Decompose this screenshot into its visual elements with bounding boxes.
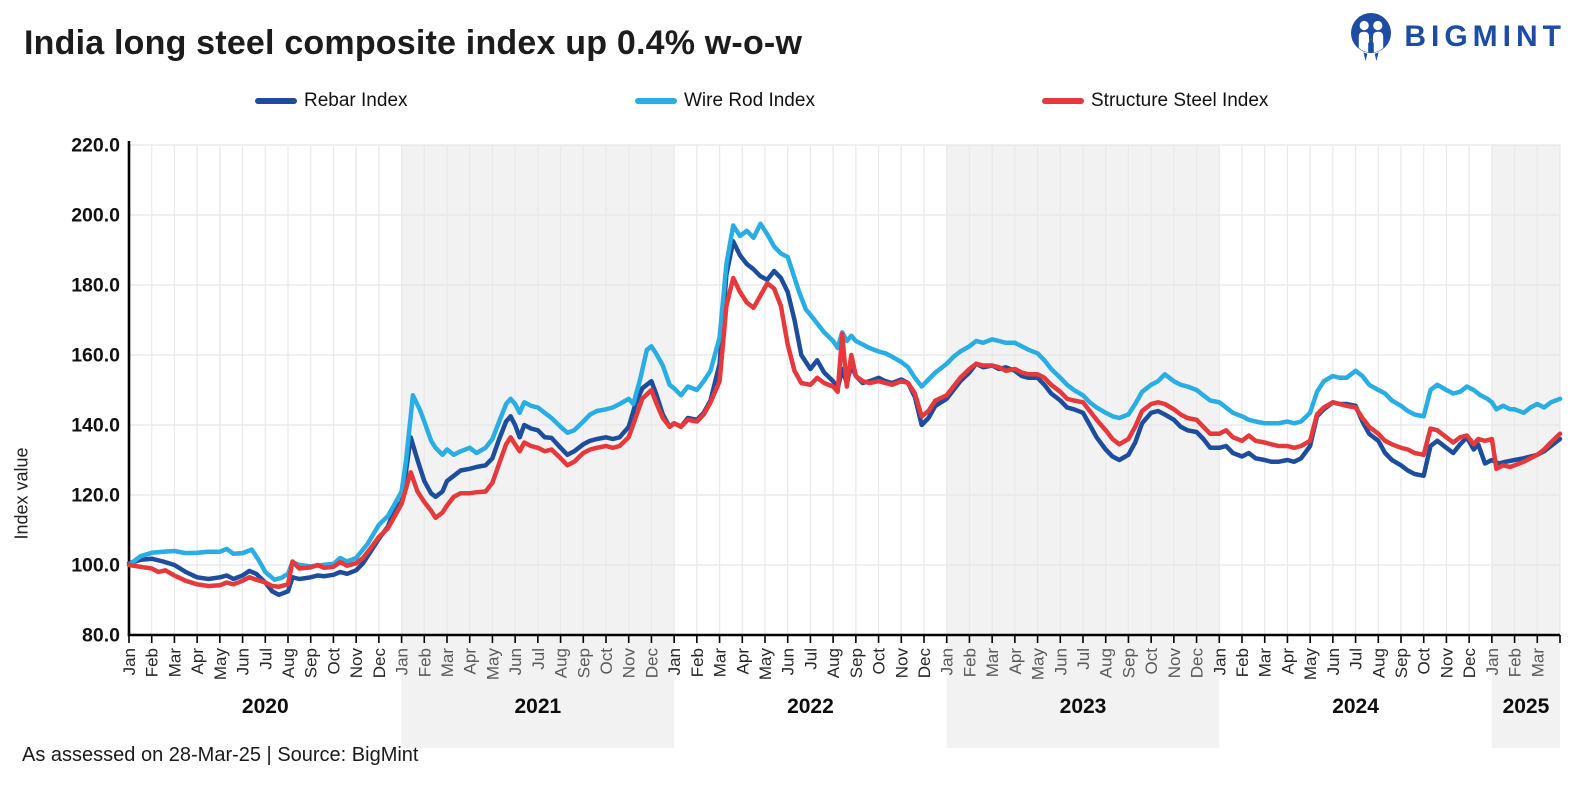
svg-text:Mar: Mar (983, 648, 1002, 678)
svg-text:Sep: Sep (1392, 648, 1411, 678)
svg-text:Aug: Aug (279, 648, 298, 678)
svg-text:Feb: Feb (1233, 648, 1252, 677)
svg-text:Jun: Jun (1324, 648, 1343, 675)
svg-text:Dec: Dec (915, 648, 934, 679)
legend-label-rebar: Rebar Index (304, 90, 408, 111)
svg-text:Dec: Dec (642, 648, 661, 679)
legend-item-rebar: Rebar Index (255, 90, 408, 112)
y-axis-title: Index value (11, 447, 32, 540)
svg-text:Jul: Jul (1347, 648, 1366, 670)
svg-text:Mar: Mar (1256, 648, 1275, 678)
svg-text:Feb: Feb (960, 648, 979, 677)
legend-swatch-structure-steel (1042, 98, 1084, 104)
svg-text:May: May (483, 648, 502, 681)
svg-text:2024: 2024 (1332, 695, 1379, 718)
svg-text:200.0: 200.0 (71, 205, 120, 227)
svg-text:Jul: Jul (529, 648, 548, 670)
svg-text:Jan: Jan (1483, 648, 1502, 675)
legend-item-structure-steel: Structure Steel Index (1042, 90, 1268, 112)
svg-text:Apr: Apr (1006, 648, 1025, 675)
svg-text:Apr: Apr (188, 648, 207, 675)
svg-text:Feb: Feb (688, 648, 707, 677)
chart-legend: Rebar Index Wire Rod Index Structure Ste… (0, 90, 1594, 114)
svg-text:120.0: 120.0 (71, 485, 120, 507)
svg-text:Oct: Oct (870, 648, 889, 675)
svg-text:Jul: Jul (256, 648, 275, 670)
legend-label-structure-steel: Structure Steel Index (1091, 90, 1269, 111)
svg-text:2023: 2023 (1060, 695, 1107, 718)
svg-text:Apr: Apr (461, 648, 480, 675)
svg-text:Jun: Jun (779, 648, 798, 675)
svg-text:Feb: Feb (1506, 648, 1525, 677)
svg-text:May: May (1301, 648, 1320, 681)
svg-text:Oct: Oct (1142, 648, 1161, 675)
bigmint-logo-text: BIGMINT (1404, 20, 1566, 53)
svg-text:Apr: Apr (1278, 648, 1297, 675)
legend-item-wire-rod: Wire Rod Index (635, 90, 815, 112)
svg-text:2025: 2025 (1503, 695, 1550, 718)
svg-text:Jan: Jan (1210, 648, 1229, 675)
svg-text:Aug: Aug (1097, 648, 1116, 678)
bigmint-logo: BIGMINT (1348, 12, 1566, 62)
svg-text:Nov: Nov (892, 648, 911, 679)
svg-text:Sep: Sep (574, 648, 593, 678)
svg-text:Aug: Aug (552, 648, 571, 678)
svg-text:Mar: Mar (1528, 648, 1547, 678)
svg-text:Aug: Aug (1369, 648, 1388, 678)
svg-text:Jan: Jan (393, 648, 412, 675)
svg-text:Jul: Jul (801, 648, 820, 670)
svg-text:Feb: Feb (143, 648, 162, 677)
svg-text:Nov: Nov (347, 648, 366, 679)
svg-text:160.0: 160.0 (71, 345, 120, 367)
footer-note: As assessed on 28-Mar-25 | Source: BigMi… (22, 744, 419, 766)
svg-text:2021: 2021 (514, 695, 561, 718)
svg-text:Dec: Dec (1188, 648, 1207, 679)
svg-text:140.0: 140.0 (71, 415, 120, 437)
svg-text:2020: 2020 (242, 695, 289, 718)
svg-text:Jan: Jan (120, 648, 139, 675)
legend-label-wire-rod: Wire Rod Index (684, 90, 815, 111)
svg-text:May: May (1029, 648, 1048, 681)
svg-text:Mar: Mar (165, 648, 184, 678)
svg-text:Dec: Dec (370, 648, 389, 679)
svg-text:Mar: Mar (438, 648, 457, 678)
chart-canvas: 80.0 100.0 120.0 140.0 160.0 180.0 200.0 220.0 J… (71, 135, 1563, 748)
svg-text:Jan: Jan (665, 648, 684, 675)
svg-text:Nov: Nov (1437, 648, 1456, 679)
svg-text:80.0: 80.0 (82, 625, 120, 647)
svg-text:180.0: 180.0 (71, 275, 120, 297)
svg-text:100.0: 100.0 (71, 555, 120, 577)
svg-text:Jun: Jun (1051, 648, 1070, 675)
svg-text:Jun: Jun (506, 648, 525, 675)
svg-text:Sep: Sep (302, 648, 321, 678)
svg-text:2022: 2022 (787, 695, 834, 718)
svg-text:Feb: Feb (415, 648, 434, 677)
svg-text:220.0: 220.0 (71, 135, 120, 157)
chart-area: Index value 80.0 100.0 120.0 140.0 160.0 180.… (0, 128, 1594, 753)
legend-swatch-wire-rod (635, 98, 677, 104)
svg-text:Apr: Apr (733, 648, 752, 675)
svg-text:Nov: Nov (620, 648, 639, 679)
svg-text:May: May (756, 648, 775, 681)
svg-text:Oct: Oct (324, 648, 343, 675)
bigmint-logo-icon (1348, 12, 1394, 62)
legend-swatch-rebar (255, 98, 297, 104)
svg-text:Mar: Mar (711, 648, 730, 678)
svg-text:Oct: Oct (597, 648, 616, 675)
svg-text:Nov: Nov (1165, 648, 1184, 679)
svg-text:Sep: Sep (1119, 648, 1138, 678)
svg-text:Jun: Jun (234, 648, 253, 675)
svg-text:Oct: Oct (1415, 648, 1434, 675)
svg-text:Dec: Dec (1460, 648, 1479, 679)
page-title: India long steel composite index up 0.4%… (24, 24, 803, 62)
svg-text:Jan: Jan (938, 648, 957, 675)
svg-text:May: May (211, 648, 230, 681)
svg-text:Sep: Sep (847, 648, 866, 678)
svg-text:Aug: Aug (824, 648, 843, 678)
svg-text:Jul: Jul (1074, 648, 1093, 670)
